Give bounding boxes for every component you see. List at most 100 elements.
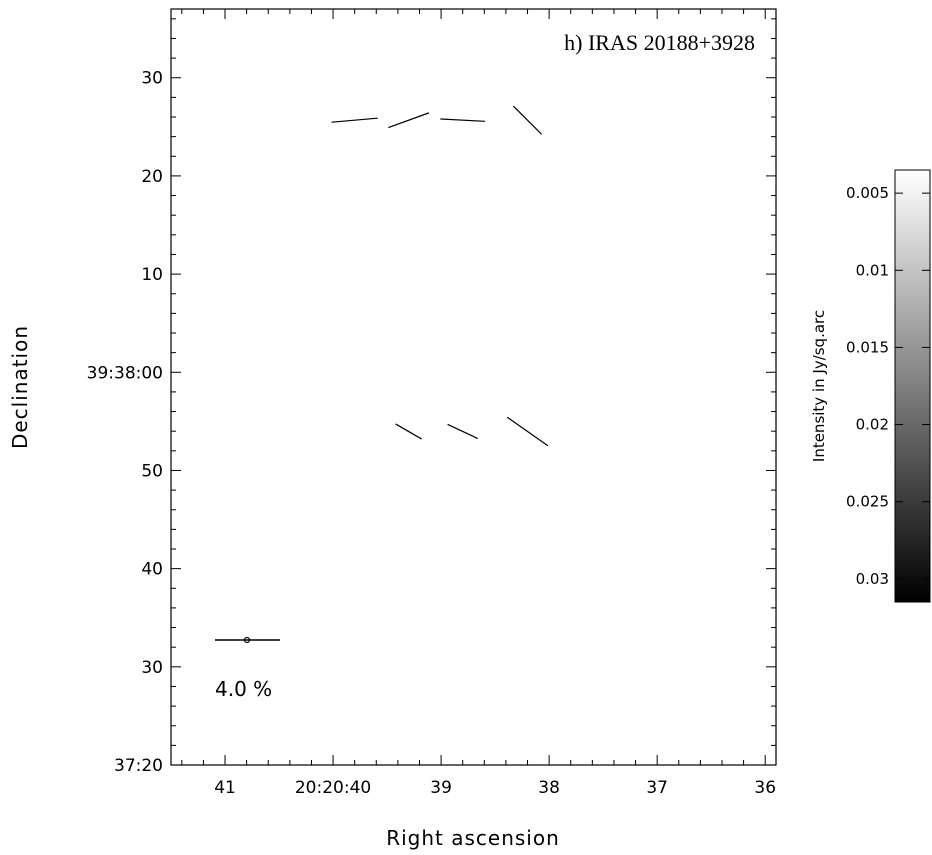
intensity-pixel	[473, 220, 505, 252]
intensity-pixel	[685, 220, 717, 252]
intensity-pixel	[745, 613, 777, 645]
intensity-pixel	[624, 462, 656, 494]
intensity-pixel	[534, 583, 565, 615]
intensity-pixel	[201, 129, 233, 161]
intensity-pixel	[594, 250, 626, 282]
intensity-pixel	[503, 674, 535, 706]
intensity-pixel	[413, 281, 444, 312]
intensity-pixel	[534, 462, 565, 494]
colorbar-tick-label: 0.01	[856, 261, 889, 279]
intensity-pixel	[261, 9, 293, 40]
intensity-pixel	[473, 371, 505, 403]
intensity-pixel	[413, 492, 444, 524]
intensity-pixel	[624, 644, 656, 675]
intensity-pixel	[655, 462, 686, 494]
intensity-pixel	[201, 160, 233, 192]
intensity-pixel	[201, 220, 233, 252]
intensity-pixel	[685, 160, 717, 192]
intensity-pixel	[292, 523, 323, 554]
intensity-pixel	[594, 523, 626, 554]
intensity-pixel	[745, 432, 777, 464]
intensity-pixel	[655, 281, 686, 312]
intensity-pixel	[473, 69, 505, 101]
intensity-pixel	[413, 371, 444, 403]
colorbar-title: Intensity in Jy/sq.arc	[810, 310, 828, 462]
intensity-pixel	[473, 402, 505, 433]
intensity-pixel	[171, 129, 202, 161]
intensity-pixel	[292, 160, 323, 192]
y-tick-label: 50	[141, 461, 163, 481]
plot-frame	[170, 8, 777, 766]
intensity-pixel	[261, 371, 293, 403]
intensity-pixel	[171, 250, 202, 282]
intensity-pixel	[231, 190, 263, 222]
intensity-pixel	[655, 190, 686, 222]
intensity-pixel	[261, 492, 293, 524]
intensity-pixel	[322, 583, 354, 615]
intensity-pixel	[231, 69, 263, 101]
intensity-pixel	[624, 523, 656, 554]
intensity-pixel	[534, 704, 565, 736]
intensity-pixel	[624, 160, 656, 192]
intensity-pixel	[443, 341, 475, 373]
intensity-pixel	[655, 704, 686, 736]
intensity-pixel	[473, 39, 505, 71]
intensity-pixel	[261, 644, 293, 675]
intensity-pixel	[352, 704, 384, 736]
intensity-pixel	[715, 99, 747, 131]
intensity-pixel	[443, 220, 475, 252]
intensity-pixel	[564, 341, 596, 373]
intensity-pixel	[352, 160, 384, 192]
intensity-pixel	[201, 69, 233, 101]
intensity-pixel	[352, 523, 384, 554]
intensity-pixel	[352, 220, 384, 252]
intensity-pixel	[322, 734, 354, 766]
scale-bar-label: 4.0 %	[215, 677, 272, 701]
intensity-pixel	[443, 734, 475, 766]
intensity-pixel	[261, 674, 293, 706]
intensity-pixel	[745, 129, 777, 161]
intensity-pixel	[564, 734, 596, 766]
intensity-pixel	[624, 311, 656, 343]
intensity-pixel	[715, 583, 747, 615]
intensity-pixel	[171, 69, 202, 101]
intensity-pixel	[201, 311, 233, 343]
intensity-pixel	[624, 432, 656, 464]
intensity-pixel	[382, 341, 414, 373]
intensity-pixel	[564, 523, 596, 554]
intensity-pixel	[473, 553, 505, 585]
intensity-pixel	[322, 311, 354, 343]
intensity-pixel	[624, 492, 656, 524]
intensity-pixel	[473, 583, 505, 615]
intensity-pixel	[231, 704, 263, 736]
intensity-pixel	[292, 129, 323, 161]
intensity-pixel	[443, 129, 475, 161]
intensity-pixel	[564, 704, 596, 736]
intensity-pixel	[201, 704, 233, 736]
intensity-pixel	[292, 734, 323, 766]
intensity-pixel	[473, 99, 505, 131]
intensity-pixel	[655, 492, 686, 524]
polarization-vector	[331, 117, 378, 123]
x-tick-label: 37	[646, 778, 668, 798]
intensity-pixel	[382, 9, 414, 40]
blank-region-top-right	[595, 9, 776, 99]
intensity-pixel	[352, 644, 384, 675]
intensity-pixel	[503, 69, 535, 101]
intensity-pixel	[201, 190, 233, 222]
intensity-pixel	[292, 371, 323, 403]
intensity-pixel	[443, 613, 475, 645]
intensity-pixel	[473, 9, 505, 40]
intensity-pixel	[322, 160, 354, 192]
intensity-pixel	[322, 69, 354, 101]
intensity-pixel	[413, 523, 444, 554]
intensity-pixel	[201, 371, 233, 403]
intensity-pixel	[201, 674, 233, 706]
intensity-pixel	[231, 644, 263, 675]
intensity-pixel	[382, 220, 414, 252]
intensity-pixel	[382, 613, 414, 645]
intensity-pixel	[715, 674, 747, 706]
intensity-pixel	[322, 462, 354, 494]
intensity-pixel	[655, 523, 686, 554]
intensity-pixel	[382, 402, 414, 433]
